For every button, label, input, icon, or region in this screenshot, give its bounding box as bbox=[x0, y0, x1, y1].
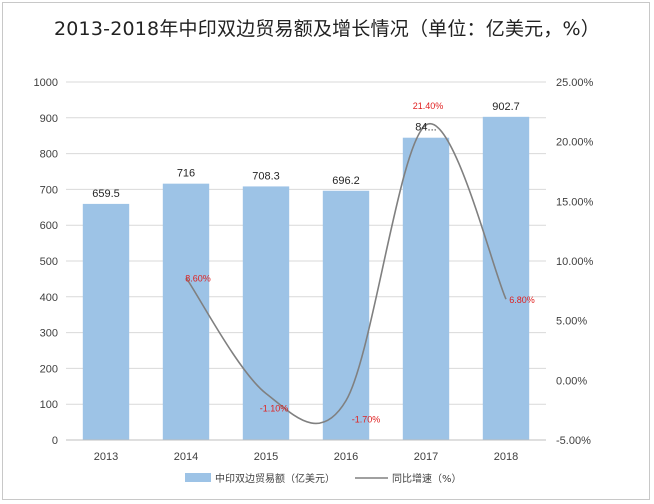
left-tick-label: 400 bbox=[40, 292, 58, 304]
right-tick-label: 5.00% bbox=[556, 316, 587, 328]
category-label: 2015 bbox=[254, 451, 278, 463]
bar bbox=[162, 183, 210, 440]
category-label: 2016 bbox=[334, 451, 358, 463]
bar-value-label: 716 bbox=[177, 168, 195, 180]
left-tick-label: 900 bbox=[40, 113, 58, 125]
category-label: 2018 bbox=[494, 451, 518, 463]
bar-value-label: 902.7 bbox=[492, 101, 520, 113]
right-tick-label: 10.00% bbox=[556, 256, 594, 268]
category-label: 2013 bbox=[94, 451, 118, 463]
bar-value-label: 84... bbox=[415, 122, 436, 134]
left-tick-label: 0 bbox=[52, 435, 58, 447]
growth-line bbox=[185, 123, 507, 425]
right-tick-label: 15.00% bbox=[556, 196, 594, 208]
bar bbox=[402, 137, 450, 440]
chart-title: 2013-2018年中印双边贸易额及增长情况（单位：亿美元，%） bbox=[53, 18, 601, 40]
data-labels: 659.5 716 708.3 696.2 84... 902.7 8.60% -1.10% -… bbox=[92, 101, 535, 425]
left-tick-label: 800 bbox=[40, 149, 58, 161]
legend: 中印双边贸易额（亿美元） 同比增速（%） bbox=[185, 472, 462, 485]
bar bbox=[242, 186, 290, 440]
left-tick-label: 300 bbox=[40, 328, 58, 340]
right-tick-label: 25.00% bbox=[556, 77, 594, 89]
bar bbox=[322, 190, 370, 440]
bar-value-label: 659.5 bbox=[92, 188, 120, 200]
gridlines bbox=[66, 81, 546, 405]
left-tick-label: 700 bbox=[40, 184, 58, 196]
legend-bar-swatch bbox=[185, 473, 211, 482]
growth-value-label: 21.40% bbox=[413, 101, 444, 111]
bar-value-label: 696.2 bbox=[332, 175, 360, 187]
left-tick-label: 1000 bbox=[34, 77, 58, 89]
line-series bbox=[185, 123, 507, 425]
left-tick-label: 100 bbox=[40, 399, 58, 411]
legend-bar-label: 中印双边贸易额（亿美元） bbox=[215, 472, 335, 485]
right-tick-label: 20.00% bbox=[556, 137, 594, 149]
bar bbox=[82, 203, 130, 440]
axes: 0 100 200 300 400 500 600 700 800 900 1000 -5.00% 0.… bbox=[34, 77, 594, 463]
bar-value-label: 708.3 bbox=[252, 170, 280, 182]
left-tick-label: 200 bbox=[40, 363, 58, 375]
legend-line-label: 同比增速（%） bbox=[392, 472, 462, 485]
right-tick-label: -5.00% bbox=[556, 435, 591, 447]
bar-series bbox=[82, 116, 530, 440]
bar bbox=[482, 116, 530, 440]
growth-value-label: 6.80% bbox=[509, 295, 535, 305]
category-label: 2014 bbox=[174, 451, 198, 463]
category-label: 2017 bbox=[414, 451, 438, 463]
left-tick-label: 500 bbox=[40, 256, 58, 268]
growth-value-label: 8.60% bbox=[185, 274, 211, 284]
growth-value-label: -1.70% bbox=[352, 415, 381, 425]
right-tick-label: 0.00% bbox=[556, 375, 587, 387]
growth-value-label: -1.10% bbox=[260, 403, 289, 413]
left-tick-label: 600 bbox=[40, 220, 58, 232]
